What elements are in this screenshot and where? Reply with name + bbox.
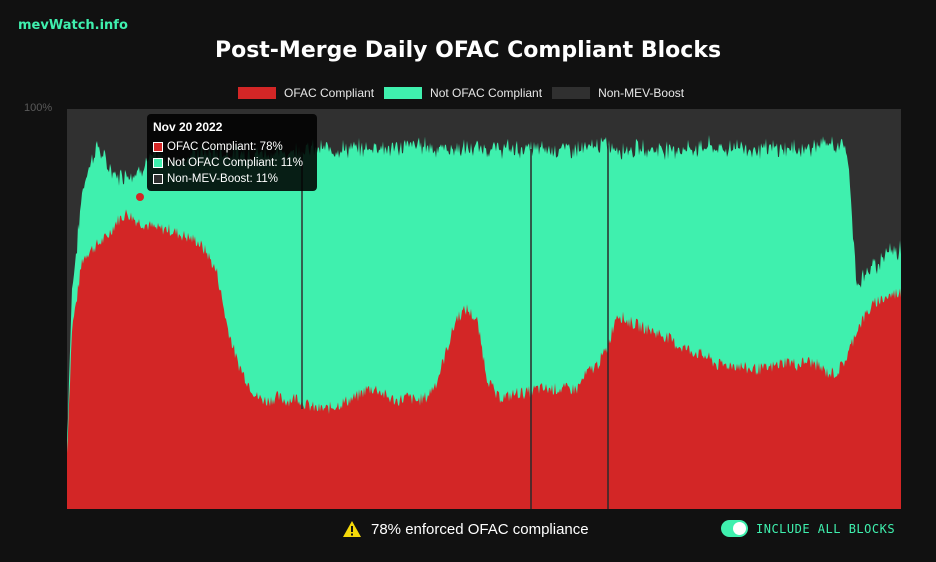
chart-legend: OFAC Compliant Not OFAC Compliant Non-ME… <box>238 86 694 100</box>
tooltip-row-non-mev: Non-MEV-Boost: 11% <box>153 171 311 187</box>
tooltip-row-ofac: OFAC Compliant: 78% <box>153 139 311 155</box>
y-axis-tick-label: 100% <box>24 102 53 114</box>
chart-title: Post-Merge Daily OFAC Compliant Blocks <box>214 38 722 63</box>
legend-label: Not OFAC Compliant <box>430 86 543 100</box>
legend-label: Non-MEV-Boost <box>598 86 685 100</box>
compliance-summary: 78% enforced OFAC compliance <box>342 520 589 538</box>
tooltip-row-text: Not OFAC Compliant: 11% <box>167 157 303 169</box>
tooltip-row-text: OFAC Compliant: 78% <box>167 141 283 153</box>
warning-icon <box>343 521 361 537</box>
chart-tooltip: Nov 20 2022 OFAC Compliant: 78% Not OFAC… <box>147 114 317 191</box>
include-all-blocks-toggle[interactable]: INCLUDE ALL BLOCKS <box>721 520 895 537</box>
compliance-text: 78% enforced OFAC compliance <box>371 520 589 538</box>
hover-point-marker-top <box>137 114 143 120</box>
legend-swatch-ofac-icon <box>238 87 276 99</box>
tooltip-date: Nov 20 2022 <box>153 120 223 134</box>
hover-point-marker <box>136 193 144 201</box>
series-spikes <box>301 145 609 509</box>
tooltip-row-text: Non-MEV-Boost: 11% <box>167 173 279 185</box>
legend-item-not-ofac-compliant[interactable]: Not OFAC Compliant <box>384 86 542 100</box>
area-series-ofac-compliant[interactable] <box>67 209 901 509</box>
legend-item-non-mev-boost[interactable]: Non-MEV-Boost <box>552 86 684 100</box>
non-mev-swatch-icon <box>153 174 163 184</box>
legend-item-ofac-compliant[interactable]: OFAC Compliant <box>238 86 374 100</box>
toggle-knob <box>733 522 746 535</box>
legend-swatch-non-mev-icon <box>552 87 591 99</box>
legend-swatch-not-ofac-icon <box>384 87 423 99</box>
not-ofac-swatch-icon <box>153 158 163 168</box>
legend-label: OFAC Compliant <box>284 86 375 100</box>
tooltip-row-not-ofac: Not OFAC Compliant: 11% <box>153 155 311 171</box>
toggle-switch[interactable] <box>721 520 748 537</box>
toggle-label[interactable]: INCLUDE ALL BLOCKS <box>756 521 896 536</box>
ofac-swatch-icon <box>153 142 163 152</box>
brand-logo-text[interactable]: mevWatch.info <box>18 18 128 33</box>
